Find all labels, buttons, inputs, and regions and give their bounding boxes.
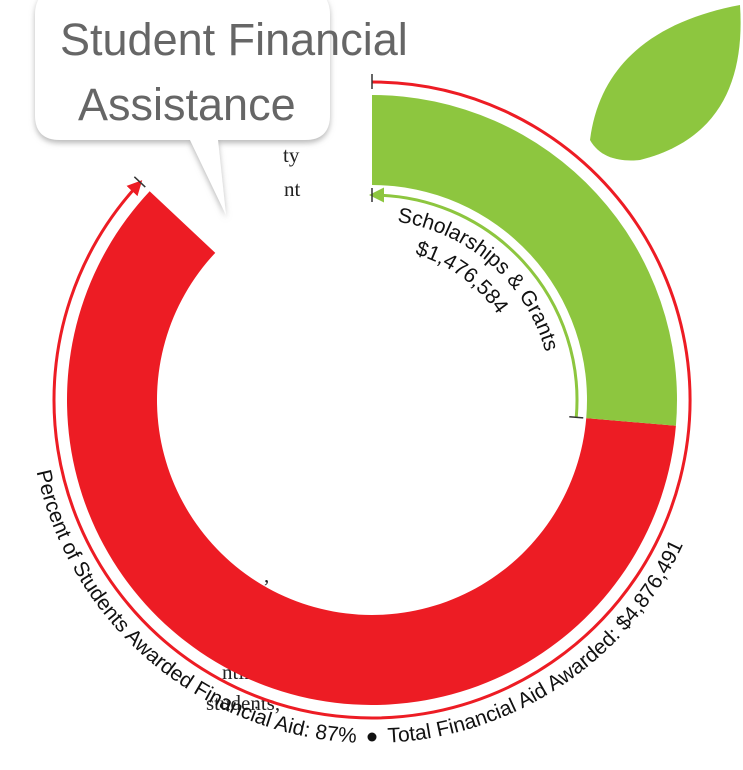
segment xyxy=(372,95,677,426)
speech-bubble xyxy=(35,0,330,215)
cropped-text: students, xyxy=(206,691,280,715)
ring-group: Percent of Students Awarded Financial Ai… xyxy=(32,74,692,748)
leaf xyxy=(590,5,741,161)
arrow-tick xyxy=(569,415,584,419)
title-line: Student Financial xyxy=(60,14,408,65)
separator-dot xyxy=(367,732,377,742)
ring-arrow xyxy=(52,80,692,720)
segment-arrow xyxy=(369,187,579,418)
title-line: Assistance xyxy=(78,79,296,130)
cropped-text: nt xyxy=(284,177,301,201)
cropped-text: ty xyxy=(283,143,300,167)
cropped-text: , xyxy=(264,563,269,587)
label-part: 87% xyxy=(314,720,358,747)
remainder-segment xyxy=(66,191,676,706)
arrow-tick xyxy=(133,176,146,188)
